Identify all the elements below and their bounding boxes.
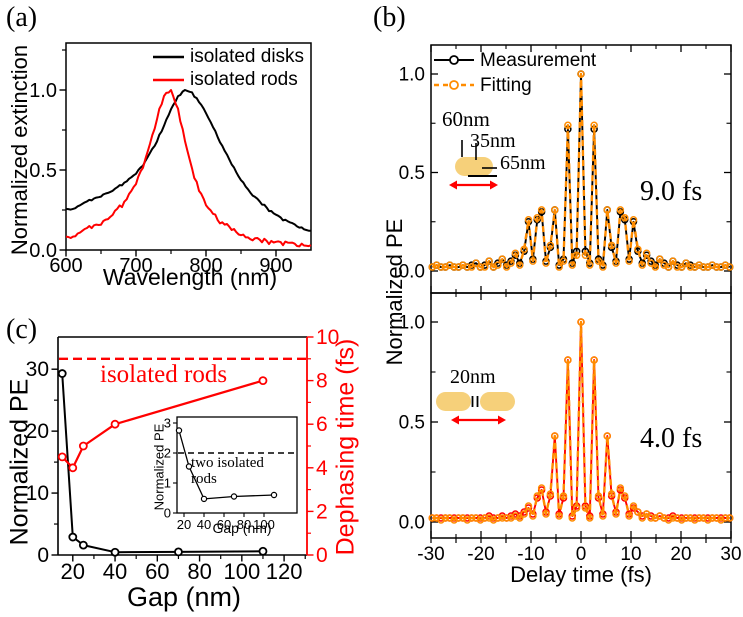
- b-legend-label-fitting: Fitting: [480, 75, 532, 96]
- svg-text:10: 10: [620, 544, 641, 565]
- svg-text:30: 30: [26, 358, 49, 381]
- a-x-axis-title: Wavelength (nm): [102, 264, 278, 290]
- b-top-series-fitting: [428, 70, 734, 271]
- svg-text:4: 4: [316, 457, 328, 480]
- svg-text:100: 100: [253, 517, 275, 532]
- a-legend-label-rods: isolated rods: [190, 69, 298, 90]
- svg-text:1: 1: [164, 476, 171, 491]
- b-polarization-arrow-top: [449, 180, 498, 190]
- svg-text:-20: -20: [467, 544, 494, 565]
- b-rod-dim-65nm: 65nm: [500, 152, 546, 174]
- b-rod-dim-35nm: 35nm: [470, 130, 516, 152]
- svg-text:2: 2: [316, 500, 328, 523]
- svg-text:600: 600: [49, 255, 82, 277]
- panel-b-letter: (b): [373, 2, 406, 33]
- c-series-dephasing-time: [57, 376, 268, 473]
- svg-text:40: 40: [103, 559, 127, 584]
- svg-text:0.0: 0.0: [399, 513, 425, 534]
- c-inset-y-axis-title: Normalized PE: [151, 423, 167, 511]
- svg-text:700: 700: [119, 255, 152, 277]
- b-polarization-arrow-bottom: [451, 415, 506, 425]
- svg-text:20: 20: [61, 559, 85, 584]
- svg-text:6: 6: [316, 413, 328, 436]
- b-single-rod-schematic: [455, 140, 497, 177]
- b-coupled-rods-schematic: [436, 392, 515, 411]
- svg-text:20: 20: [670, 544, 691, 565]
- svg-text:-10: -10: [517, 544, 544, 565]
- svg-text:800: 800: [189, 255, 222, 277]
- c-y-axis-title-right: Dephasing time (fs): [331, 338, 360, 556]
- b-top-annotation-9fs: 9.0 fs: [640, 176, 703, 207]
- svg-text:3: 3: [164, 416, 171, 431]
- svg-text:-30: -30: [417, 544, 444, 565]
- svg-text:30: 30: [720, 544, 741, 565]
- svg-text:0.5: 0.5: [399, 163, 425, 184]
- svg-text:1.0: 1.0: [399, 313, 425, 334]
- svg-text:0.0: 0.0: [29, 240, 57, 262]
- svg-text:60: 60: [217, 517, 231, 532]
- panel-a-plot: 600 700 800 900 0.0 0.5 1.0: [29, 42, 312, 277]
- b-rod-dim-60nm: 60nm: [442, 107, 490, 131]
- a-legend-label-disks: isolated disks: [190, 46, 305, 67]
- svg-text:10: 10: [26, 482, 49, 505]
- svg-text:20: 20: [177, 517, 191, 532]
- b-bottom-annotation-4fs: 4.0 fs: [640, 423, 703, 454]
- b-x-axis-ticks: -30 -20 -10 0 10 20 30: [417, 538, 742, 565]
- svg-text:0.5: 0.5: [399, 413, 425, 434]
- svg-text:0.0: 0.0: [399, 262, 425, 283]
- c-inset-x-axis-title: Gap (nm): [212, 520, 272, 536]
- svg-text:0: 0: [164, 506, 171, 521]
- c-hline-label-isolated-rods: isolated rods: [100, 361, 228, 388]
- a-series-isolated-disks: [65, 89, 312, 232]
- svg-text:20: 20: [26, 420, 49, 443]
- b-top-plot: 0.0 0.5 1.0: [399, 44, 732, 294]
- c-y-axis-title-left: Normalized PE: [5, 378, 34, 546]
- a-y-axis-title: Normalized extinction: [7, 44, 32, 256]
- svg-text:1.0: 1.0: [399, 65, 425, 86]
- svg-text:0: 0: [576, 544, 587, 565]
- c-inset-hline-label: two isolated rods: [191, 455, 264, 487]
- svg-text:0: 0: [316, 544, 328, 567]
- c-x-axis-title: Gap (nm): [126, 582, 242, 612]
- b-bottom-plot: 0.0 0.5 1.0: [399, 292, 732, 539]
- b-rod-dim-20nm: 20nm: [450, 366, 496, 388]
- svg-text:1.0: 1.0: [29, 80, 57, 102]
- panel-c-letter: (c): [6, 314, 38, 345]
- b-y-axis-title: Normalized PE: [382, 218, 407, 366]
- svg-text:10: 10: [316, 326, 339, 349]
- svg-text:40: 40: [197, 517, 211, 532]
- svg-text:2: 2: [164, 446, 171, 461]
- svg-text:120: 120: [266, 559, 303, 584]
- b-x-axis-title: Delay time (fs): [510, 562, 652, 587]
- b-bottom-series-fitting: [428, 318, 734, 524]
- panel-a-letter: (a): [6, 2, 38, 33]
- b-legend-swatches: [434, 55, 474, 90]
- svg-text:0: 0: [37, 544, 49, 567]
- svg-text:0.5: 0.5: [29, 160, 57, 182]
- svg-text:60: 60: [145, 559, 169, 584]
- b-legend-label-measurement: Measurement: [480, 50, 597, 71]
- svg-text:8: 8: [316, 370, 328, 393]
- svg-text:80: 80: [187, 559, 211, 584]
- svg-text:80: 80: [237, 517, 251, 532]
- c-inset-series: [175, 427, 278, 503]
- c-series-normalized-pe: [57, 369, 268, 557]
- svg-text:900: 900: [259, 255, 292, 277]
- a-legend-swatches: [153, 55, 184, 82]
- svg-text:100: 100: [223, 559, 260, 584]
- a-series-isolated-rods: [65, 89, 312, 248]
